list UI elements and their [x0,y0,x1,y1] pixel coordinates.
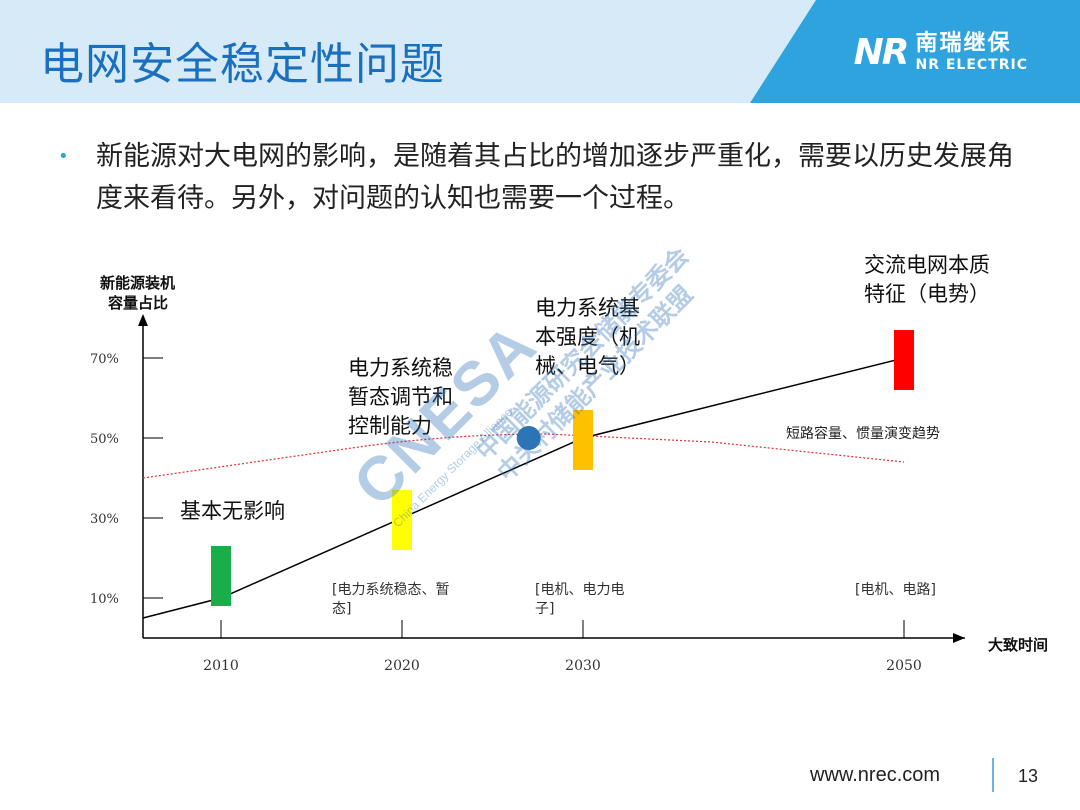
page-title: 电网安全稳定性问题 [40,39,445,90]
bullet-icon: • [58,146,69,167]
x-tick-label: 2030 [565,658,601,674]
stage-marker-bar [573,410,593,470]
y-axis-arrow [138,314,148,326]
y-tick-label: 30% [90,512,119,527]
stage-label: 暂态调节和 [348,385,453,409]
stage-note: 子] [535,601,554,617]
stage-label: 本强度（机 [535,325,640,349]
header-bar: 电网安全稳定性问题 NR 南瑞继保 NR ELECTRIC [0,0,1080,103]
stage-label: 电力系统基 [535,296,640,320]
page-number: 13 [1018,766,1039,786]
footer-divider [992,758,994,792]
body-paragraph: 新能源对大电网的影响，是随着其占比的增加逐步严重化，需要以历史发展角度来看待。另… [96,141,1014,214]
logo-cn: 南瑞继保 [915,31,1012,56]
logo-mark: NR [853,32,910,73]
y-tick-label: 50% [90,432,119,447]
stage-note: [电机、电路] [855,582,936,598]
reference-curve [142,433,905,479]
company-logo: NR 南瑞继保 NR ELECTRIC [854,32,1028,73]
stage-note: [电力系统稳态、暂 [332,582,449,598]
x-tick-label: 2010 [203,658,239,674]
footer-url[interactable]: www.nrec.com [810,764,941,786]
y-tick-label: 70% [90,352,119,367]
intersection-point [516,426,541,450]
stage-label: 械、电气） [535,354,640,378]
y-axis-label-line1: 新能源装机 [100,274,175,292]
stage-label: 电力系统稳 [348,356,453,380]
stage-label: 控制能力 [348,414,432,438]
stage-label: 基本无影响 [180,499,285,523]
series-line [142,357,905,619]
stage-marker-bar [894,330,914,390]
stage-label: 交流电网本质 [864,253,990,277]
header-band [750,0,1080,103]
y-axis-label-line2: 容量占比 [107,294,168,312]
x-axis-label: 大致时间 [988,636,1048,654]
x-tick-label: 2020 [384,658,420,674]
logo-en: NR ELECTRIC [915,57,1028,73]
x-axis-arrow [953,633,965,643]
y-tick-label: 10% [90,592,119,607]
stage-note: [电机、电力电 [535,582,624,598]
reference-curve-label: 短路容量、惯量演变趋势 [786,425,940,442]
stage-note: 态] [332,601,351,617]
stage-marker-bar [392,490,412,550]
stage-marker-bar [211,546,231,606]
stage-label: 特征（电势） [864,282,990,306]
x-tick-label: 2050 [886,658,922,674]
